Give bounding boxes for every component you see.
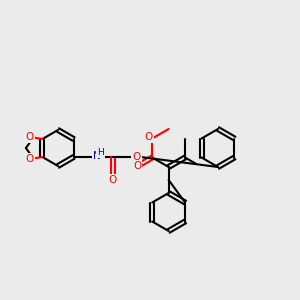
Text: O: O [26,131,34,142]
Text: H: H [97,148,104,157]
Text: O: O [133,152,141,162]
Text: N: N [93,151,101,161]
Text: O: O [145,131,153,142]
Text: O: O [133,161,141,171]
Text: O: O [109,175,117,185]
Text: O: O [26,154,34,164]
